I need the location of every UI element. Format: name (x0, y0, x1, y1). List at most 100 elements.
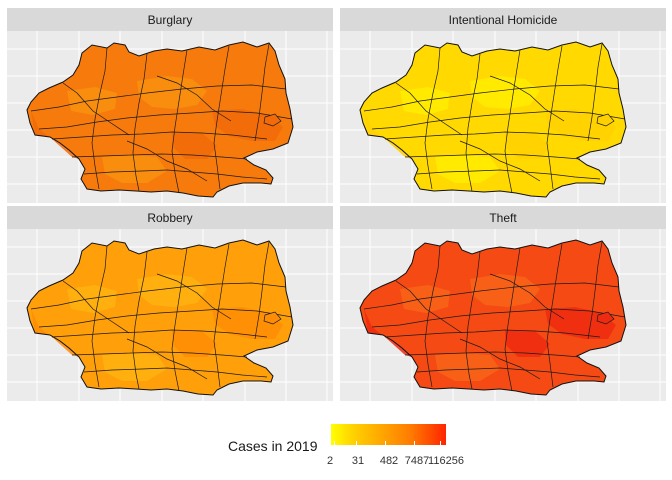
state-border (546, 45, 563, 190)
facet-theft: Theft (340, 206, 666, 401)
state-border (62, 280, 130, 334)
facet-robbery: Robbery (7, 206, 333, 401)
berlin-region (596, 311, 615, 325)
state-border (489, 273, 565, 320)
state-border (504, 49, 521, 194)
region-shade (435, 353, 500, 381)
region-shade (137, 274, 207, 307)
state-border (83, 367, 268, 378)
map-panel (340, 229, 666, 401)
state-border (363, 282, 620, 310)
state-border (38, 110, 293, 130)
state-border (62, 82, 130, 136)
facet-strip-title: Robbery (7, 206, 333, 229)
region-shade (470, 274, 540, 307)
state-border (371, 110, 626, 130)
country-outline (359, 41, 627, 198)
state-border (171, 49, 188, 194)
berlin-region (263, 311, 282, 325)
legend-tick-label: 482 (379, 455, 399, 467)
state-border (416, 169, 601, 180)
state-border (38, 308, 293, 328)
facet-strip-title: Intentional Homicide (340, 8, 666, 31)
legend-tickmark (385, 441, 386, 445)
country-fill (360, 42, 626, 197)
state-border (489, 75, 565, 122)
country-outline (26, 239, 294, 396)
state-border (465, 53, 481, 192)
region-shade (470, 76, 540, 109)
map-panel (7, 31, 333, 203)
country-fill (27, 240, 293, 395)
state-border (83, 169, 268, 180)
state-border (126, 140, 208, 182)
state-border (546, 243, 563, 388)
state-border (459, 338, 541, 380)
state-border (395, 280, 463, 334)
state-border (51, 329, 268, 338)
region-shade (505, 132, 550, 159)
legend-title: Cases in 2019 (228, 438, 318, 454)
legend-tick-label: 2 (326, 455, 334, 467)
region-shade (31, 309, 79, 357)
legend-tick-label: 116256 (428, 455, 464, 467)
region-shade (172, 132, 217, 159)
country-fill (360, 240, 626, 395)
state-border (363, 84, 620, 112)
berlin-region (263, 113, 282, 127)
region-shade (102, 353, 167, 381)
region-shade (137, 76, 207, 109)
state-border (504, 247, 521, 392)
state-border (132, 251, 148, 390)
legend-colorbar (331, 424, 446, 445)
berlin-region (596, 113, 615, 127)
state-border (587, 241, 603, 340)
state-border (91, 245, 108, 388)
state-border (424, 245, 441, 388)
facet-strip-title: Theft (340, 206, 666, 229)
map-svg (7, 229, 333, 401)
map-svg (340, 229, 666, 401)
state-border (416, 367, 601, 378)
region-shade (67, 285, 117, 313)
state-border (30, 84, 287, 112)
region-shade (400, 285, 450, 313)
state-border (126, 338, 208, 380)
state-border (71, 351, 248, 358)
region-shade (102, 155, 167, 183)
state-border (395, 82, 463, 136)
map-panel (340, 31, 666, 203)
state-border (213, 243, 230, 388)
state-border (156, 75, 232, 122)
state-border (171, 247, 188, 392)
region-shade (67, 87, 117, 115)
legend-tick-label: 31 (351, 455, 365, 467)
region-shade (364, 309, 412, 357)
legend-tickmark (334, 441, 335, 445)
color-legend: Cases in 2019 (0, 420, 672, 470)
facet-intentional-homicide: Intentional Homicide (340, 8, 666, 203)
state-border (465, 251, 481, 390)
state-border (254, 43, 270, 142)
legend-tickmark (440, 441, 441, 445)
region-shade (31, 111, 79, 159)
region-shade (364, 111, 412, 159)
state-border (384, 329, 601, 338)
state-border (91, 47, 108, 190)
facet-strip-title: Burglary (7, 8, 333, 31)
legend-tick-label: 7487 (404, 455, 430, 467)
country-outline (359, 239, 627, 396)
state-border (132, 53, 148, 192)
state-border (384, 131, 601, 140)
country-fill (27, 42, 293, 197)
region-shade (172, 330, 217, 357)
legend-tickmark (414, 441, 415, 445)
region-shade (505, 330, 550, 357)
map-svg (7, 31, 333, 203)
state-border (424, 47, 441, 190)
facet-burglary: Burglary (7, 8, 333, 203)
state-border (156, 273, 232, 320)
map-panel (7, 229, 333, 401)
region-shade (400, 87, 450, 115)
map-svg (340, 31, 666, 203)
